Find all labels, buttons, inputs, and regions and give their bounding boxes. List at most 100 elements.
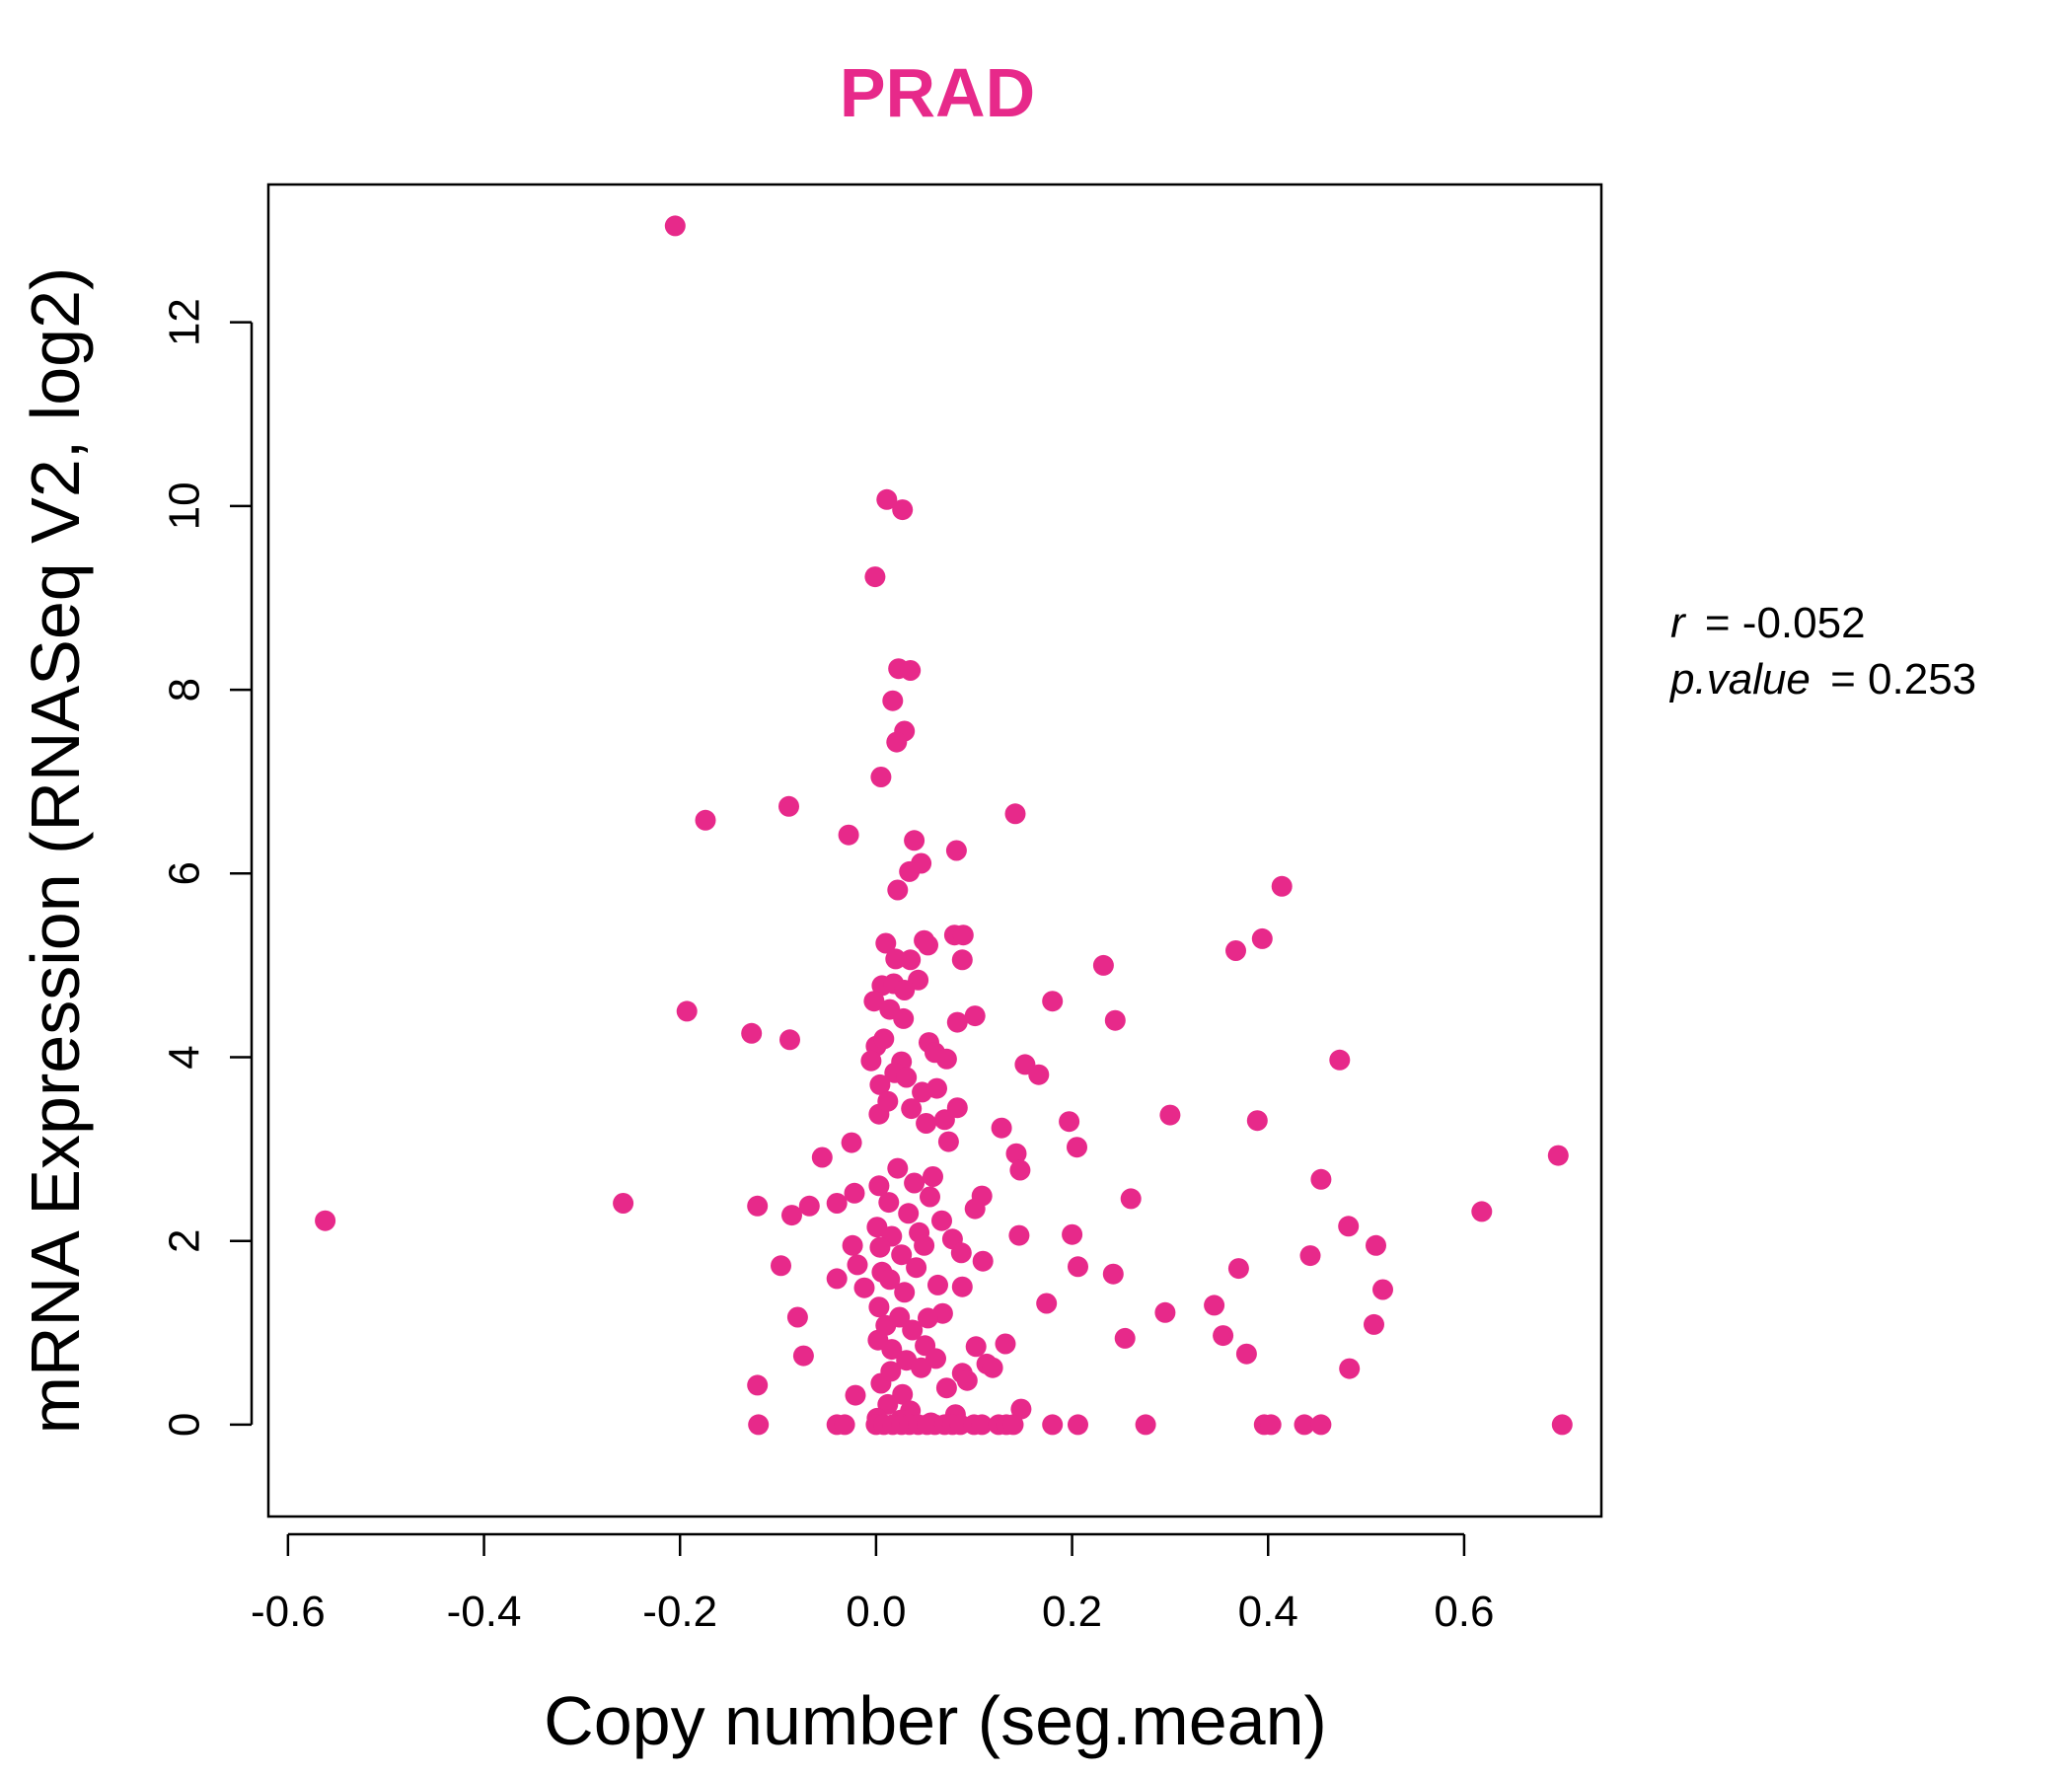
data-point — [1339, 1358, 1361, 1379]
data-point — [956, 1369, 978, 1391]
x-tick-label: 0.6 — [1434, 1588, 1494, 1636]
data-point — [901, 1098, 923, 1120]
data-point — [845, 1384, 866, 1406]
data-point — [951, 949, 973, 971]
data-point — [935, 1377, 957, 1399]
data-point — [1009, 1159, 1031, 1181]
data-point — [935, 1048, 957, 1070]
data-point — [1120, 1188, 1142, 1210]
x-tick-label: 0.4 — [1238, 1588, 1298, 1636]
data-point — [1002, 1414, 1024, 1436]
data-point — [741, 1022, 763, 1044]
data-point — [886, 731, 908, 753]
y-tick-label: 10 — [161, 481, 209, 530]
data-point — [748, 1414, 770, 1436]
data-point — [844, 1182, 865, 1204]
p-value-stat: p.value = 0.253 — [1668, 655, 1976, 703]
data-point — [1329, 1049, 1351, 1071]
data-point — [894, 1282, 916, 1303]
y-tick-label: 12 — [161, 298, 209, 346]
data-point — [899, 860, 921, 882]
data-point — [1310, 1414, 1332, 1436]
data-point — [1235, 1343, 1257, 1365]
r-value: = -0.052 — [1705, 599, 1866, 647]
data-point — [1068, 1256, 1088, 1278]
data-point — [995, 1333, 1016, 1355]
data-point — [902, 1319, 924, 1341]
data-point — [613, 1193, 634, 1214]
p-label: p.value — [1668, 655, 1811, 703]
data-point — [1310, 1168, 1332, 1190]
data-point — [982, 1357, 1003, 1378]
data-point — [1551, 1414, 1573, 1436]
data-point — [923, 1166, 943, 1187]
data-point — [875, 932, 897, 954]
data-point — [952, 925, 974, 946]
x-tick-label: 0.2 — [1042, 1588, 1102, 1636]
data-point — [826, 1193, 848, 1214]
data-point — [887, 1157, 909, 1179]
x-tick-label: -0.4 — [447, 1588, 522, 1636]
x-axis: -0.6 -0.4 -0.2 0.0 0.2 0.4 0.6 — [251, 1532, 1495, 1636]
data-point — [926, 1077, 947, 1099]
data-point — [1372, 1279, 1393, 1300]
data-point — [1154, 1301, 1176, 1323]
data-point — [863, 991, 885, 1012]
x-axis-label: Copy number (seg.mean) — [544, 1682, 1327, 1759]
y-tick-label: 4 — [161, 1045, 209, 1069]
data-point — [878, 1192, 900, 1214]
data-point — [869, 1073, 891, 1095]
data-point — [964, 1198, 986, 1220]
data-point — [1227, 1258, 1249, 1280]
data-point — [900, 660, 922, 681]
data-point — [911, 1357, 932, 1378]
data-point — [972, 1250, 994, 1272]
data-point — [860, 1050, 882, 1072]
y-tick-label: 2 — [161, 1228, 209, 1252]
data-point — [1005, 1143, 1027, 1164]
data-point — [1010, 1398, 1032, 1420]
data-point — [1547, 1145, 1569, 1166]
data-point — [1271, 875, 1293, 897]
data-point — [892, 499, 914, 521]
y-axis-label: mRNA Expression (RNASeq V2, log2) — [17, 267, 94, 1435]
data-point — [881, 1339, 903, 1361]
data-point — [1067, 1137, 1087, 1158]
data-point — [664, 215, 686, 237]
data-point — [894, 980, 916, 1000]
data-point — [1471, 1201, 1493, 1222]
data-point — [900, 949, 922, 971]
data-point — [896, 1067, 918, 1088]
correlation-stats: r = -0.052 p.value = 0.253 — [1668, 599, 1976, 703]
data-point — [914, 1234, 935, 1256]
data-point — [880, 1361, 902, 1382]
data-point — [1062, 1223, 1083, 1245]
p-value: = 0.253 — [1830, 655, 1976, 703]
data-point — [971, 1414, 993, 1436]
data-point — [950, 1242, 972, 1264]
data-point — [904, 1172, 925, 1194]
data-point — [1294, 1414, 1315, 1436]
r-stat: r = -0.052 — [1670, 599, 1866, 647]
data-point — [778, 795, 799, 817]
data-point — [847, 1254, 868, 1276]
data-point — [841, 1132, 862, 1153]
y-tick-label: 8 — [161, 678, 209, 702]
data-point — [946, 1011, 968, 1033]
y-tick-label: 0 — [161, 1413, 209, 1437]
data-point — [1260, 1414, 1282, 1436]
data-point — [1213, 1325, 1234, 1347]
data-point — [834, 1414, 855, 1436]
data-point — [842, 1234, 863, 1256]
data-point — [889, 1306, 911, 1328]
y-axis: 0 2 4 6 8 10 12 — [161, 298, 254, 1437]
data-point — [1114, 1327, 1136, 1349]
data-point — [1338, 1216, 1360, 1237]
data-point — [877, 1090, 899, 1112]
data-point — [991, 1117, 1012, 1139]
data-point — [853, 1277, 875, 1298]
r-label: r — [1670, 599, 1687, 647]
data-point — [873, 1028, 895, 1050]
data-point — [781, 1205, 802, 1226]
data-point — [885, 948, 907, 970]
